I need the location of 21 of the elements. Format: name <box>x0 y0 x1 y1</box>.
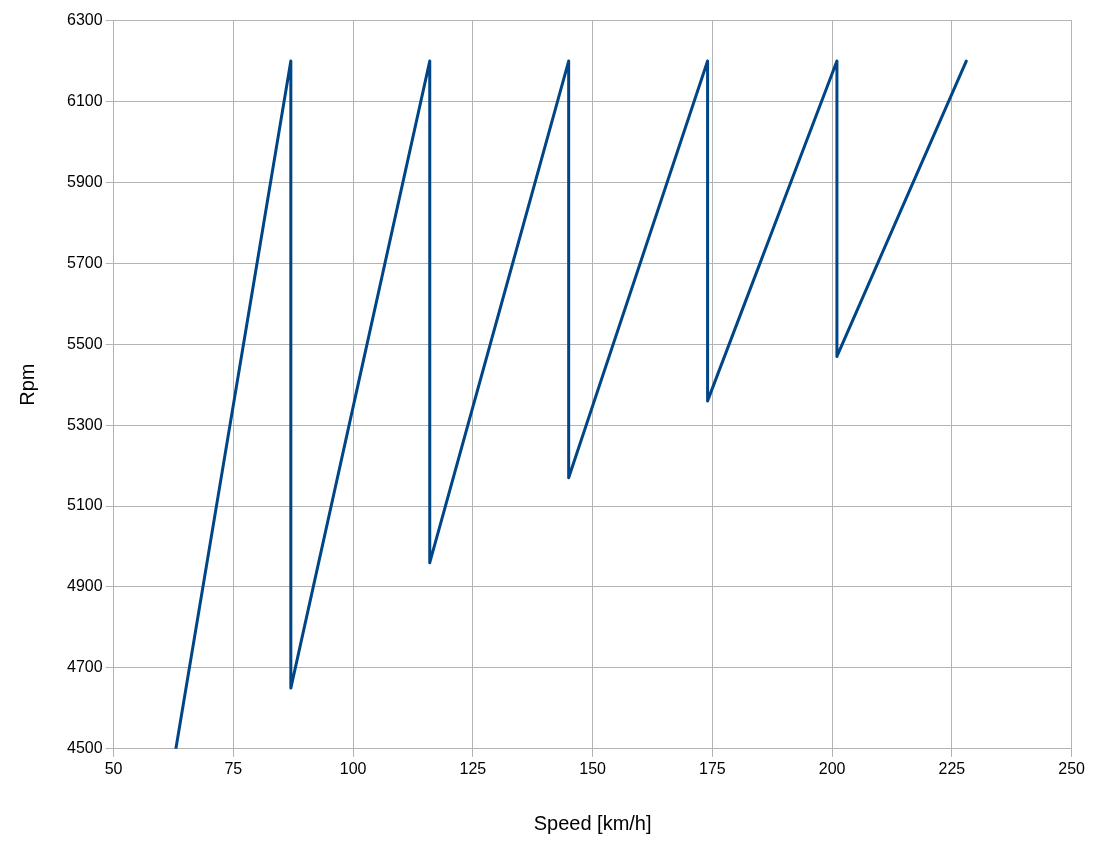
x-tick-label: 175 <box>699 759 726 777</box>
x-tick-label: 250 <box>1058 759 1086 777</box>
x-tick-label: 150 <box>579 759 607 777</box>
y-tick-label: 6100 <box>67 91 103 109</box>
y-tick-label: 5900 <box>67 172 103 190</box>
x-axis-title: Speed [km/h] <box>533 811 652 834</box>
x-tick-label: 50 <box>104 759 123 777</box>
y-tick-label: 4700 <box>67 658 103 676</box>
x-tick-label: 125 <box>459 759 487 777</box>
y-tick-label: 4900 <box>67 577 103 595</box>
y-tick-label: 5700 <box>67 253 103 271</box>
x-tick-label: 200 <box>818 759 846 777</box>
x-tick-label: 75 <box>224 759 243 777</box>
y-tick-label: 4500 <box>67 739 103 757</box>
y-tick-label: 5500 <box>67 334 103 352</box>
y-tick-label: 6300 <box>67 11 103 29</box>
y-tick-label: 5100 <box>67 496 103 514</box>
y-axis-title: Rpm <box>15 363 38 406</box>
x-tick-label: 100 <box>339 759 367 777</box>
x-tick-label: 225 <box>938 759 966 777</box>
y-tick-label: 5300 <box>67 415 103 433</box>
